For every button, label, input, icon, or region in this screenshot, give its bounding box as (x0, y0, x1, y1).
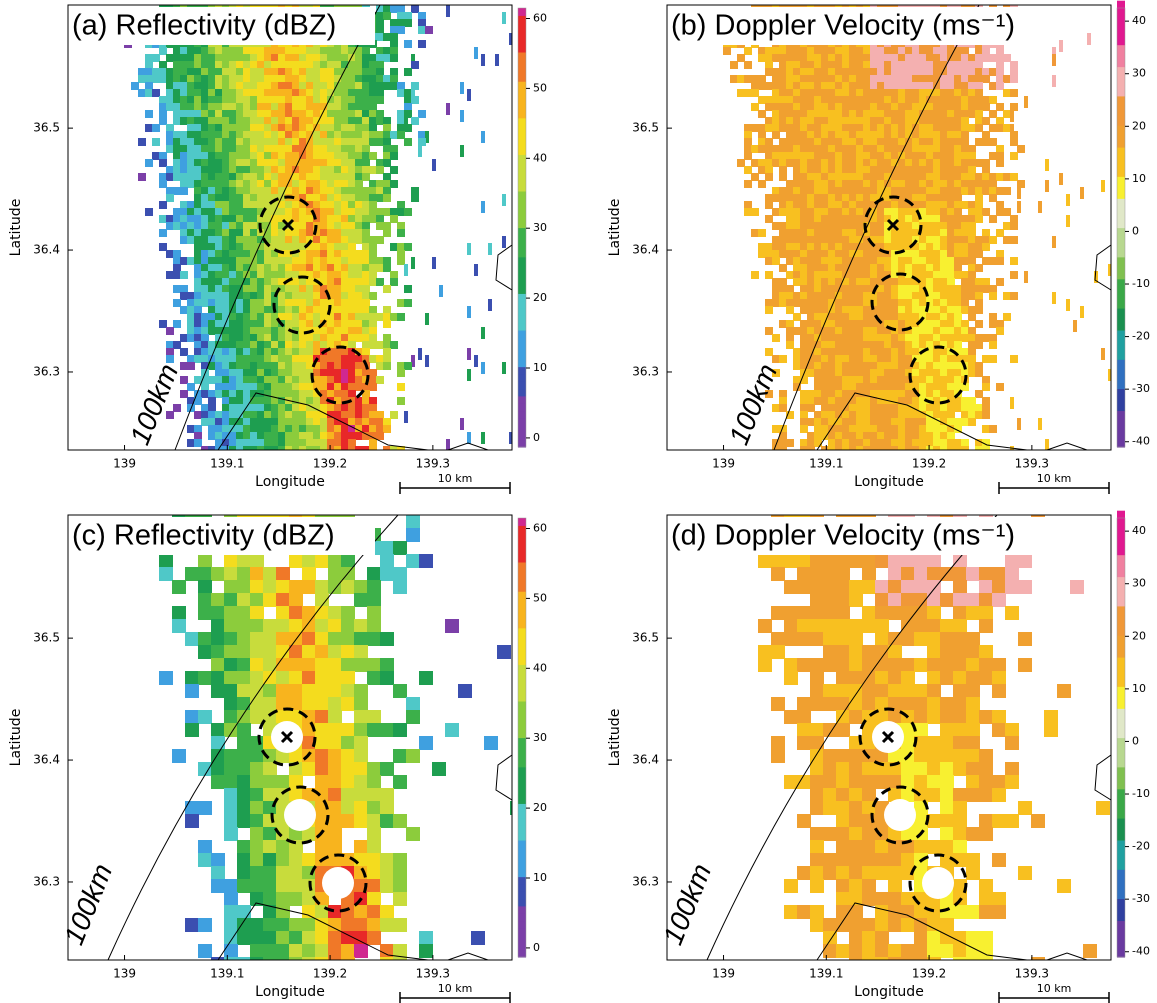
x-axis-label: Longitude (854, 474, 924, 490)
colorbar-tick-label: 30 (533, 731, 547, 744)
y-axis-label: Latitude (607, 709, 623, 767)
y-tick-label: 36.5 (33, 631, 60, 645)
scale-label: 10 km (1037, 982, 1072, 995)
scale-label: 10 km (438, 472, 473, 485)
colorbar-tick-label: 50 (533, 591, 547, 604)
y-axis-label: Latitude (8, 199, 24, 257)
colorbar-tick-label: -30 (1132, 382, 1150, 395)
colorbar-tick-label: 20 (1132, 629, 1146, 642)
colorbar-tick-label: 20 (1132, 119, 1146, 132)
colorbar-tick-label: 40 (533, 661, 547, 674)
boundary (1047, 443, 1087, 450)
x-tick-label: 139.3 (1015, 967, 1049, 981)
x-tick-label: 139 (712, 457, 735, 471)
y-tick-label: 36.3 (632, 364, 659, 378)
boundary (496, 755, 512, 800)
colorbar-tick-label: 10 (533, 871, 547, 884)
y-tick-label: 36.4 (33, 243, 60, 257)
x-tick-label: 139 (113, 967, 136, 981)
radar-image (159, 515, 524, 971)
colorbar-tick-label: 40 (533, 151, 547, 164)
panel-title: (b) Doppler Velocity (ms⁻¹) (671, 10, 1015, 42)
y-tick-label: 36.3 (632, 874, 659, 888)
colorbar-tick-label: -20 (1132, 330, 1150, 343)
panel: 139 139.1 139.2 139.3 36.3 36.4 36.5 Longitude L… (8, 5, 547, 494)
colorbar-tick-label: -10 (1132, 787, 1150, 800)
x-tick-label: 139.2 (313, 457, 347, 471)
range-label: 100km (657, 859, 717, 949)
colorbar-tick-label: 10 (1132, 172, 1146, 185)
y-tick-label: 36.3 (33, 874, 60, 888)
y-axis-label: Latitude (8, 709, 24, 767)
colorbar-tick-label: 0 (533, 431, 540, 444)
radar-image (723, 5, 1112, 458)
y-tick-label: 36.4 (632, 753, 659, 767)
x-tick-label: 139.1 (210, 457, 244, 471)
x-tick-label: 139 (712, 967, 735, 981)
boundary (448, 443, 488, 450)
x-tick-label: 139.1 (809, 457, 843, 471)
colorbar-tick-label: -30 (1132, 892, 1150, 905)
colorbar-tick-label: 0 (1132, 734, 1139, 747)
colorbar-tick-label: 0 (1132, 224, 1139, 237)
colorbar-tick-label: 10 (533, 361, 547, 374)
colorbar-tick-label: 10 (1132, 682, 1146, 695)
x-tick-label: 139.2 (912, 967, 946, 981)
panel: 139 139.1 139.2 139.3 36.3 36.4 36.5 Longitude L… (607, 1, 1150, 494)
colorbar-tick-label: 60 (533, 11, 547, 24)
x-tick-label: 139.1 (210, 967, 244, 981)
colorbar-tick-label: 60 (533, 521, 547, 534)
y-tick-label: 36.4 (632, 243, 659, 257)
x-tick-label: 139.1 (809, 967, 843, 981)
panel-title: (d) Doppler Velocity (ms⁻¹) (671, 520, 1015, 552)
x-axis-label: Longitude (854, 984, 924, 1000)
y-tick-label: 36.5 (632, 121, 659, 135)
x-tick-label: 139 (113, 457, 136, 471)
panel: 139 139.1 139.2 139.3 36.3 36.4 36.5 Longitude L… (8, 515, 547, 1003)
x-tick-label: 139.3 (416, 967, 450, 981)
y-tick-label: 36.4 (33, 753, 60, 767)
panel-title: (c) Reflectivity (dBZ) (72, 520, 335, 552)
x-axis-label: Longitude (255, 984, 325, 1000)
colorbar-tick-label: 40 (1132, 524, 1146, 537)
radar-image (745, 515, 1110, 971)
scale-label: 10 km (438, 982, 473, 995)
x-tick-label: 139.2 (313, 967, 347, 981)
panel-title: (a) Reflectivity (dBZ) (72, 10, 336, 42)
colorbar-tick-label: 20 (533, 801, 547, 814)
y-axis-label: Latitude (607, 199, 623, 257)
panel: 139 139.1 139.2 139.3 36.3 36.4 36.5 Longitude L… (607, 511, 1150, 1003)
x-tick-label: 139.3 (416, 457, 450, 471)
boundary (1047, 953, 1087, 960)
x-tick-label: 139.3 (1015, 457, 1049, 471)
colorbar-tick-label: 20 (533, 291, 547, 304)
colorbar-tick-label: -40 (1132, 435, 1150, 448)
colorbar-tick-label: -10 (1132, 277, 1150, 290)
colorbar-tick-label: 30 (533, 221, 547, 234)
range-label: 100km (58, 859, 118, 949)
colorbar-tick-label: 50 (533, 81, 547, 94)
scale-label: 10 km (1037, 472, 1072, 485)
colorbar-tick-label: -40 (1132, 945, 1150, 958)
colorbar-tick-label: 30 (1132, 67, 1146, 80)
colorbar-tick-label: 0 (533, 941, 540, 954)
colorbar-tick-label: 40 (1132, 14, 1146, 27)
boundary (448, 953, 488, 960)
boundary (496, 245, 512, 290)
x-tick-label: 139.2 (912, 457, 946, 471)
boundary (1095, 755, 1111, 800)
x-axis-label: Longitude (255, 474, 325, 490)
colorbar-tick-label: -20 (1132, 840, 1150, 853)
y-tick-label: 36.3 (33, 364, 60, 378)
colorbar-tick-label: 30 (1132, 577, 1146, 590)
y-tick-label: 36.5 (33, 121, 60, 135)
radar-image (124, 5, 513, 454)
y-tick-label: 36.5 (632, 631, 659, 645)
